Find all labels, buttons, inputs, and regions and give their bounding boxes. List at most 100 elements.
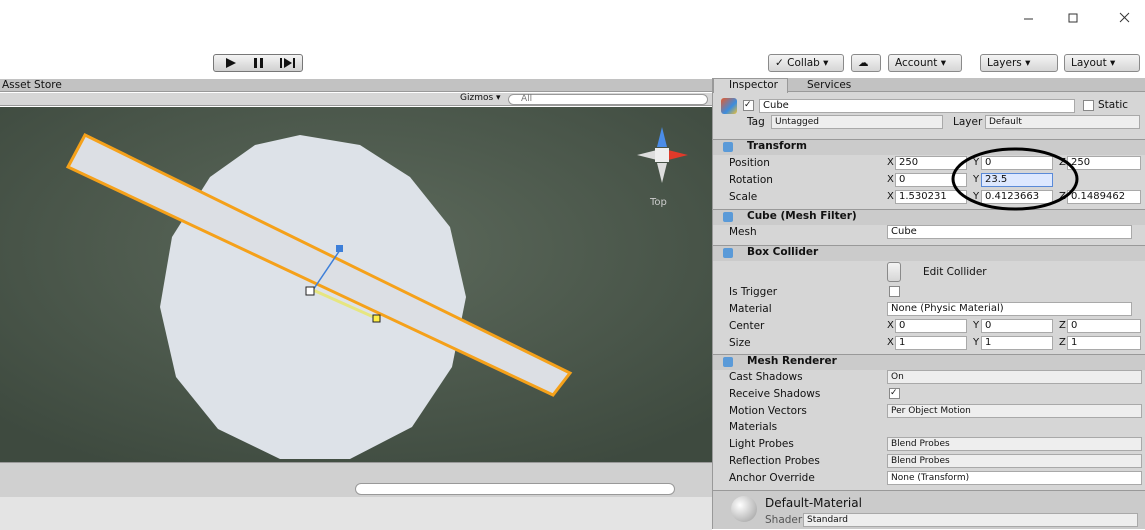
axis-label: X [887,320,894,331]
field-label: Size [729,337,751,349]
component-icon [723,142,733,152]
number-field[interactable]: 1 [895,336,967,350]
axis-label: Y [973,191,980,202]
axis-label: Z [1059,157,1066,168]
field-label: Scale [729,191,758,203]
field-label: Motion Vectors [729,404,807,417]
component-header [713,245,1145,261]
number-field[interactable]: 0 [1067,319,1141,333]
dropdown[interactable]: Blend Probes [887,454,1142,468]
component-title: Transform [747,140,807,152]
tab-label[interactable]: Services [807,79,852,91]
scene-search[interactable]: All [508,94,708,105]
edit-collider-label: Edit Collider [923,266,987,278]
tab-label[interactable]: Inspector [729,79,778,91]
edit-collider-button[interactable] [887,262,901,282]
static-label: Static [1098,99,1129,111]
tab-bar [713,78,1145,92]
account-button[interactable]: Account ▾ [888,54,962,72]
project-list [0,497,712,530]
checkbox[interactable] [889,286,900,297]
axis-label: Z [1059,320,1066,331]
scene-tab-bar: Asset Store [0,79,712,92]
material-name: Default-Material [765,496,862,510]
number-field[interactable]: 0 [981,319,1053,333]
object-field[interactable]: Cube [887,225,1132,239]
field-label: Light Probes [729,438,794,451]
name-field[interactable]: Cube [759,99,1075,113]
number-field[interactable]: 1 [1067,336,1141,350]
cloud-button[interactable]: ☁ [851,54,881,72]
label: Account [895,57,938,69]
field-label: Materials [729,421,778,434]
inspector: Inspector Services ✓ Cube Static Tag Untagged L… [712,78,1145,529]
label: Layers [987,57,1022,69]
layer-dropdown[interactable]: Default [985,115,1140,129]
tab [713,78,788,93]
dropdown[interactable]: Per Object Motion [887,403,1142,418]
component-title: Mesh Renderer [747,355,837,367]
component-icon [723,248,733,258]
scene-tab[interactable]: Asset Store [2,79,62,91]
axis-label: Z [1059,191,1066,202]
gizmo-z [312,249,341,291]
component-icon [723,357,733,367]
object-icon [721,98,737,114]
gizmo-x [312,288,379,321]
axis-label: Y [973,337,980,348]
material-preview [731,496,757,522]
active-toggle[interactable]: ✓ [743,100,754,111]
label: Gizmos [460,93,494,103]
shader-dropdown[interactable]: Standard [803,513,1138,527]
scene-view: Top [0,107,712,462]
view-label: Top [649,197,667,208]
field-label: Mesh [729,226,757,238]
gizmo-z-handle [336,245,343,252]
label: Collab [787,57,820,69]
layout-button[interactable]: Layout ▾ [1064,54,1140,72]
checkbox[interactable]: ✓ [889,387,900,399]
dropdown[interactable]: None (Transform) [887,470,1142,485]
window-controls [1020,8,1140,28]
layers-button[interactable]: Layers ▾ [980,54,1058,72]
cube[interactable] [65,133,573,397]
number-field[interactable]: 0 [895,173,967,187]
play-icons [226,58,295,68]
number-field[interactable]: 1 [981,336,1053,350]
number-field[interactable]: 0.4123663 [981,190,1053,204]
gizmos-menu[interactable]: Gizmos ▾ [460,93,501,103]
collab-button[interactable]: ✓ Collab ▾ [768,54,844,72]
number-field[interactable]: 23.5 [981,173,1053,187]
field-label: Reflection Probes [729,455,820,467]
label: Layout [1071,57,1107,69]
tag-dropdown[interactable]: Untagged [771,115,943,129]
dropdown[interactable]: On [887,370,1142,384]
static-toggle[interactable] [1083,100,1094,111]
window-icons [1024,12,1130,23]
field-label: Material [729,303,772,315]
project-search[interactable] [355,483,675,495]
field-label: Position [729,157,770,169]
play-controls[interactable] [213,54,303,72]
axis-label: Y [973,320,980,331]
axis-label: X [887,337,894,348]
number-field[interactable]: 250 [895,156,967,170]
gizmo-center [305,286,315,296]
field-label: Cast Shadows [729,371,803,383]
component-header [713,209,1145,225]
dropdown[interactable]: Blend Probes [887,437,1142,452]
number-field[interactable]: 0.1489462 [1067,190,1141,204]
number-field[interactable]: 250 [1067,156,1141,170]
axis-label: X [887,174,894,185]
component-header [713,354,1145,370]
field-label: Anchor Override [729,471,815,484]
number-field[interactable]: 1.530231 [895,190,967,204]
number-field[interactable]: 0 [895,319,967,333]
number-field[interactable]: 0 [981,156,1053,170]
component-icon [723,212,733,222]
annotation-circle [951,147,1079,211]
orientation-gizmo [637,127,688,183]
object-field[interactable]: None (Physic Material) [887,302,1132,316]
axis-label: X [887,157,894,168]
